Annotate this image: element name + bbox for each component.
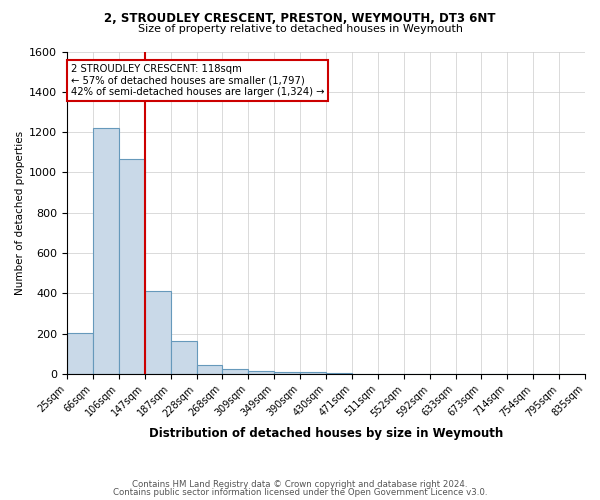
- Text: Size of property relative to detached houses in Weymouth: Size of property relative to detached ho…: [137, 24, 463, 34]
- Text: Contains HM Land Registry data © Crown copyright and database right 2024.: Contains HM Land Registry data © Crown c…: [132, 480, 468, 489]
- Bar: [223, 369, 248, 374]
- Text: Contains public sector information licensed under the Open Government Licence v3: Contains public sector information licen…: [113, 488, 487, 497]
- Bar: [93, 128, 119, 374]
- Bar: [300, 372, 326, 374]
- Bar: [67, 332, 93, 374]
- Bar: [145, 292, 170, 374]
- Bar: [170, 340, 197, 374]
- Text: 2 STROUDLEY CRESCENT: 118sqm
← 57% of detached houses are smaller (1,797)
42% of: 2 STROUDLEY CRESCENT: 118sqm ← 57% of de…: [71, 64, 325, 97]
- Bar: [326, 373, 352, 374]
- Bar: [248, 371, 274, 374]
- X-axis label: Distribution of detached houses by size in Weymouth: Distribution of detached houses by size …: [149, 427, 503, 440]
- Y-axis label: Number of detached properties: Number of detached properties: [15, 130, 25, 295]
- Bar: [197, 365, 223, 374]
- Bar: [119, 160, 145, 374]
- Bar: [274, 372, 300, 374]
- Text: 2, STROUDLEY CRESCENT, PRESTON, WEYMOUTH, DT3 6NT: 2, STROUDLEY CRESCENT, PRESTON, WEYMOUTH…: [104, 12, 496, 26]
